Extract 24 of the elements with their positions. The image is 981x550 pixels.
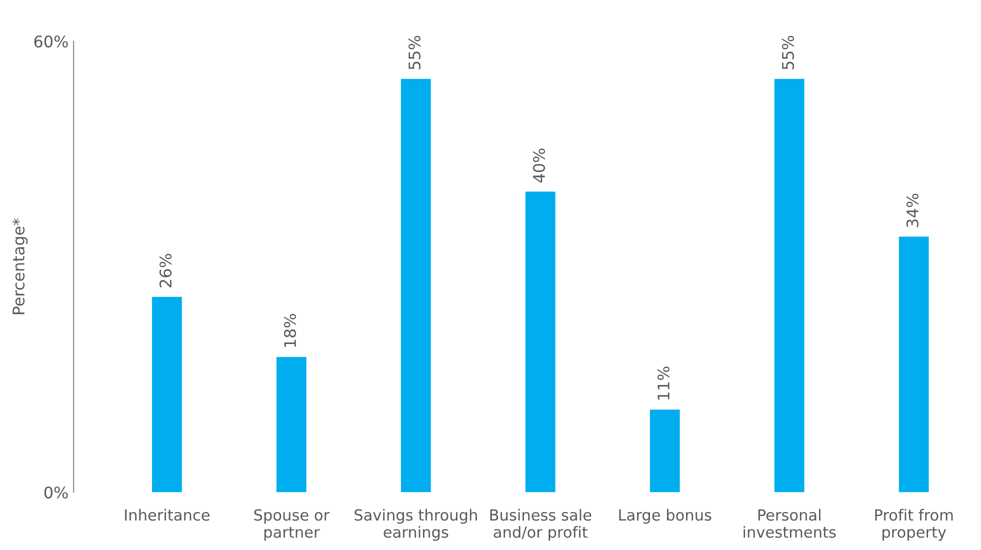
bar [774,78,804,492]
x-tick-label: Spouse or partner [254,509,330,541]
data-label: 26% [159,254,172,288]
data-label: 11% [657,366,670,400]
bar [276,356,306,492]
x-tick-label: Inheritance [125,508,210,521]
x-tick-label: Savings through earnings [354,508,477,541]
x-tick-label: Large bonus [619,508,712,524]
x-tick-label: Business sale and/or profit [490,508,592,541]
bar [525,192,556,492]
data-label: 55% [782,36,794,70]
data-label: 40% [532,148,546,182]
data-label: 18% [284,314,296,347]
data-label: 34% [906,194,918,228]
bar [650,410,680,492]
y-tick-label: 0% [44,486,68,499]
x-tick-label: Personal investments [744,508,836,538]
data-label: 55% [408,36,421,70]
bar [152,296,182,492]
y-tick-label: 60% [34,35,68,48]
bar [898,236,929,492]
y-axis-title: Percentage* [12,218,28,314]
x-tick-label: Profit from property [875,508,953,541]
bar [400,78,431,492]
